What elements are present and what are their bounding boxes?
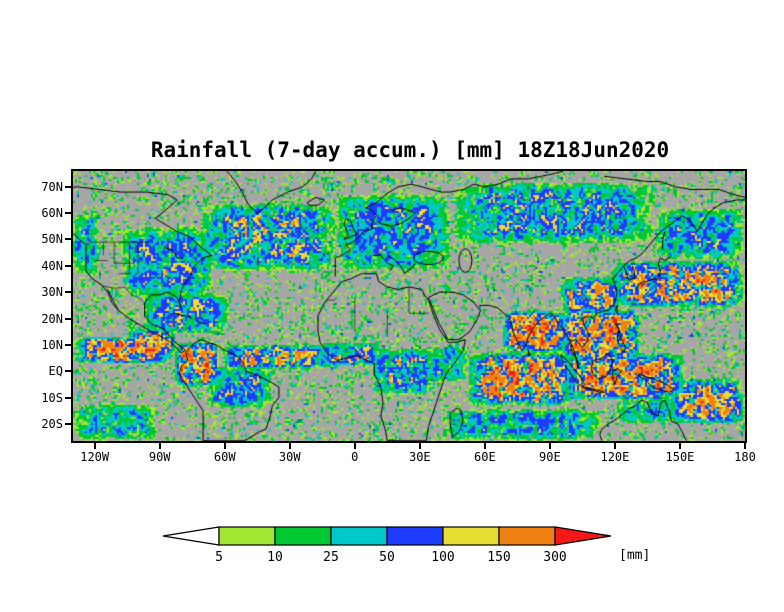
- lat-tick-mark: [65, 396, 71, 399]
- colorbar-units-label: [mm]: [619, 548, 651, 563]
- lon-tick-label: 0: [351, 450, 359, 464]
- colorbar-level-label: 25: [323, 550, 339, 565]
- lon-tick-label: 150E: [665, 450, 695, 464]
- colorbar-level-label: 5: [215, 550, 223, 565]
- lat-tick-label: 10N: [41, 337, 63, 352]
- lat-tick-mark: [65, 212, 71, 215]
- colorbar: 5 10 25 50 100 150 300 [mm]: [161, 526, 701, 572]
- colorbar-level-label: 300: [543, 550, 567, 565]
- lon-tick-label: 90E: [539, 450, 561, 464]
- lon-tick-label: 180: [734, 450, 756, 464]
- colorbar-level-label: 100: [431, 550, 455, 565]
- plot-title: Rainfall (7-day accum.) [mm] 18Z18Jun202…: [150, 138, 670, 162]
- lat-tick-label: 20N: [41, 311, 63, 326]
- lon-tick-label: 120E: [600, 450, 630, 464]
- lat-tick-label: 40N: [41, 258, 63, 273]
- lat-tick-mark: [65, 343, 71, 346]
- lon-tick-mark: [288, 443, 291, 449]
- lon-tick-mark: [483, 443, 486, 449]
- lon-tick-mark: [744, 443, 746, 449]
- lon-tick-label: 120W: [80, 450, 110, 464]
- lat-tick-label: 10S: [41, 390, 63, 405]
- colorbar-level-label: 50: [379, 550, 395, 565]
- lat-tick-mark: [65, 422, 71, 425]
- lon-tick-mark: [678, 443, 681, 449]
- colorbar-level-label: 150: [487, 550, 511, 565]
- lon-tick-mark: [548, 443, 551, 449]
- lon-tick-label: 60W: [213, 450, 236, 464]
- lat-tick-mark: [65, 264, 71, 267]
- lat-tick-mark: [65, 238, 71, 241]
- lon-tick-mark: [223, 443, 226, 449]
- lat-tick-label: EQ: [48, 364, 63, 379]
- lon-tick-mark: [353, 443, 356, 449]
- lat-tick-mark: [65, 317, 71, 320]
- world-rainfall-map-canvas: [73, 171, 745, 441]
- lon-tick-label: 60E: [474, 450, 496, 464]
- lat-tick-label: 20S: [41, 416, 63, 431]
- lat-tick-label: 50N: [41, 232, 63, 247]
- lon-tick-label: 90W: [148, 450, 171, 464]
- lat-tick-mark: [65, 185, 71, 188]
- lat-tick-label: 60N: [41, 206, 63, 221]
- map-frame: [71, 169, 747, 443]
- lon-tick-mark: [613, 443, 616, 449]
- lat-tick-mark: [65, 370, 71, 373]
- lon-tick-label: 30W: [278, 450, 301, 464]
- lon-tick-mark: [158, 443, 161, 449]
- lon-tick-label: 30E: [408, 450, 431, 464]
- lat-tick-mark: [65, 291, 71, 294]
- lon-tick-mark: [93, 443, 96, 449]
- lon-tick-mark: [418, 443, 421, 449]
- lat-tick-label: 70N: [41, 179, 63, 194]
- lat-tick-label: 30N: [41, 285, 63, 300]
- colorbar-level-label: 10: [267, 550, 283, 565]
